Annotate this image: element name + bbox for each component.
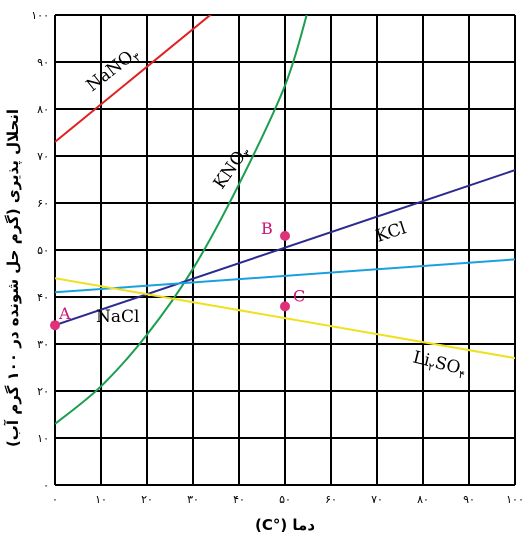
y-tick-label: ۱۰ bbox=[37, 432, 49, 445]
x-tick-label: ۱۰۰ bbox=[506, 493, 524, 506]
y-tick-label: ۲۰ bbox=[37, 385, 49, 398]
series-line-li bbox=[55, 277, 515, 360]
point-b bbox=[280, 230, 290, 241]
y-tick-label: ۳۰ bbox=[37, 338, 49, 351]
x-tick-label: ۶۰ bbox=[325, 493, 337, 506]
point-label-b: B bbox=[261, 219, 273, 238]
data-points: A B C bbox=[50, 219, 305, 331]
x-tick-label: ۳۰ bbox=[187, 493, 199, 506]
x-tick-label: ۴۰ bbox=[233, 493, 245, 506]
series-label-kno: KNO۳ bbox=[210, 142, 255, 194]
y-tick-label: ۴۰ bbox=[37, 291, 49, 304]
x-tick-label: ۲۰ bbox=[141, 493, 153, 506]
y-tick-label: ۶۰ bbox=[37, 197, 49, 210]
y-axis-title: انحلال پذیری (گرم حل شونده در ۱۰۰ گرم آب… bbox=[4, 109, 23, 447]
series-line-kno bbox=[55, 15, 308, 425]
y-tick-label: ۸۰ bbox=[37, 103, 49, 116]
point-c bbox=[280, 301, 290, 312]
point-label-c: C bbox=[293, 286, 305, 305]
x-tick-label: ۷۰ bbox=[371, 493, 383, 506]
y-tick-label: ۰ bbox=[43, 479, 49, 492]
series-label-nano: NaNO۳ bbox=[83, 43, 144, 97]
series-line-kcl bbox=[55, 169, 515, 327]
y-tick-label: ۹۰ bbox=[37, 56, 49, 69]
x-axis-title: دما (°C) bbox=[255, 516, 315, 534]
series-line-nano bbox=[55, 15, 212, 143]
series-line-nacl bbox=[55, 258, 515, 294]
y-tick-label: ۷۰ bbox=[37, 150, 49, 163]
series-lines bbox=[55, 15, 515, 425]
grid bbox=[54, 14, 516, 486]
tick-labels: ۰ ۱۰ ۲۰ ۳۰ ۴۰ ۵۰ ۶۰ ۷۰ ۸۰ ۹۰ ۱۰۰ ۰ ۱۰ ۲۰ ۳۰ ۴۰ ۵۰ ۶۰ ۷۰ ۸۰ ۹… bbox=[31, 9, 524, 506]
x-tick-label: ۵۰ bbox=[279, 493, 291, 506]
x-tick-label: ۹۰ bbox=[463, 493, 475, 506]
point-a bbox=[50, 320, 60, 331]
series-label-li: Li۲SO۴ bbox=[410, 347, 468, 381]
x-tick-label: ۱۰ bbox=[95, 493, 107, 506]
series-label-kcl: KCl bbox=[373, 218, 408, 247]
series-labels: NaNO۳ KNO۳ KCl NaCl Li۲SO۴ bbox=[83, 43, 468, 382]
point-label-a: A bbox=[58, 304, 71, 323]
x-tick-label: ۰ bbox=[52, 493, 58, 506]
y-tick-label: ۵۰ bbox=[37, 244, 49, 257]
y-tick-label: ۱۰۰ bbox=[31, 9, 49, 22]
x-tick-label: ۸۰ bbox=[417, 493, 429, 506]
series-label-nacl: NaCl bbox=[96, 307, 139, 327]
